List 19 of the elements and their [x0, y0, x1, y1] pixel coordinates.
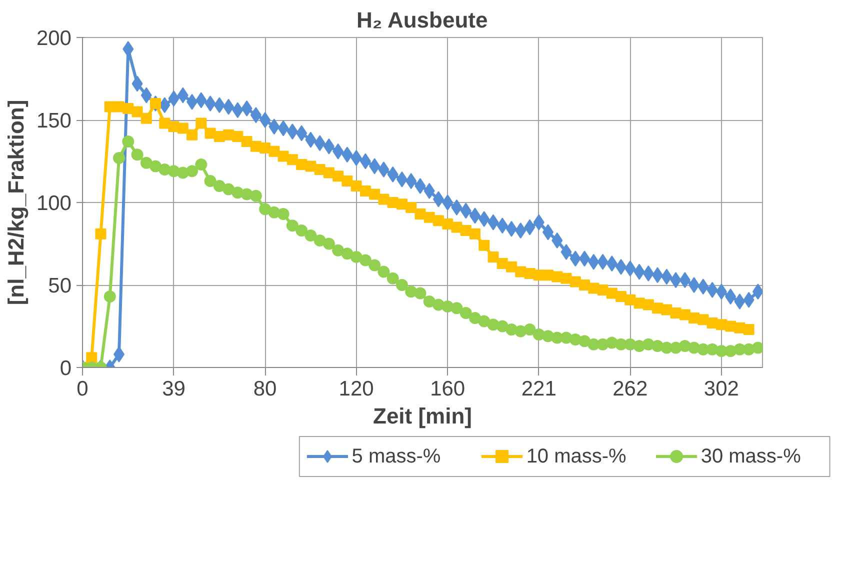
y-tick-label: 0 [60, 357, 72, 380]
y-tick-label: 50 [48, 274, 72, 298]
x-tick-label: 39 [162, 378, 186, 400]
x-tick-label: 160 [430, 378, 466, 400]
y-tick-label: 100 [36, 192, 72, 215]
y-axis-title: [nl_H2/kg_Fraktion] [3, 100, 28, 306]
x-tick-label: 120 [338, 378, 374, 400]
x-tick-label: 302 [704, 378, 739, 400]
y-tick-label: 200 [36, 27, 72, 50]
x-tick-label: 262 [612, 378, 648, 400]
x-axis-title: Zeit [min] [373, 404, 472, 428]
x-tick-label: 80 [253, 378, 277, 400]
chart-title: H₂ Ausbeute [356, 8, 488, 32]
x-tick-label: 0 [76, 378, 88, 400]
legend-label: 5 mass-% [352, 446, 441, 468]
y-tick-label: 150 [36, 110, 72, 132]
x-tick-label: 221 [521, 378, 556, 400]
legend-label: 30 mass-% [700, 446, 802, 468]
legend-label: 10 mass-% [526, 446, 627, 468]
